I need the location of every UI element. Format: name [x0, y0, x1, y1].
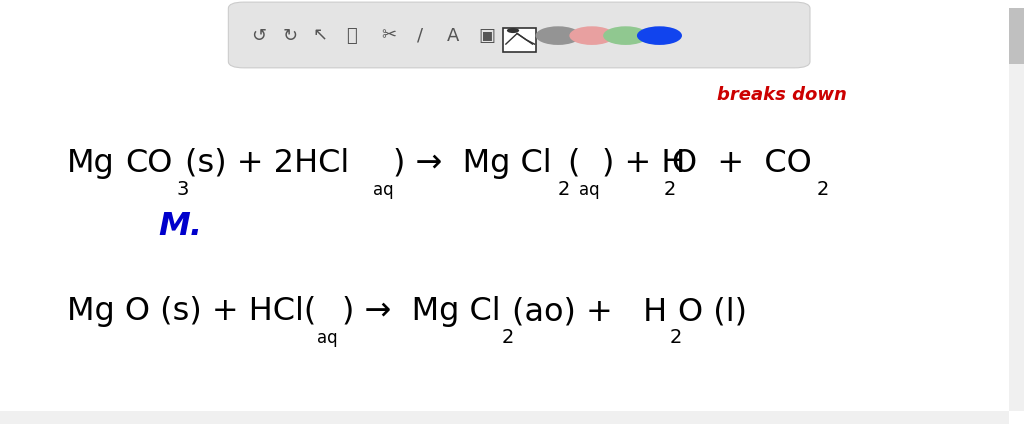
- Text: ) + H: ) + H: [602, 148, 685, 179]
- Text: aq: aq: [579, 181, 599, 199]
- Text: (: (: [567, 148, 580, 179]
- Text: ↺: ↺: [252, 27, 266, 45]
- Text: aq: aq: [373, 181, 393, 199]
- Text: A: A: [446, 27, 459, 45]
- Text: ) →  Mg Cl: ) → Mg Cl: [393, 148, 552, 179]
- Text: 2: 2: [816, 180, 828, 199]
- Text: ↖: ↖: [313, 27, 328, 45]
- Text: ▣: ▣: [478, 27, 495, 45]
- Bar: [1009, 8, 1024, 411]
- Text: O (l): O (l): [678, 296, 746, 327]
- Text: ↻: ↻: [283, 27, 297, 45]
- FancyBboxPatch shape: [228, 2, 810, 68]
- Text: Mg: Mg: [67, 148, 115, 179]
- Text: ⬦: ⬦: [346, 27, 356, 45]
- Bar: [0, 411, 1009, 424]
- Circle shape: [536, 26, 581, 45]
- Text: (ao) +   H: (ao) + H: [512, 296, 667, 327]
- Circle shape: [569, 26, 614, 45]
- Text: 2: 2: [558, 180, 570, 199]
- Text: Mg O (s) + HCl(: Mg O (s) + HCl(: [67, 296, 316, 327]
- Text: O  +  CO: O + CO: [672, 148, 811, 179]
- Text: breaks down: breaks down: [717, 86, 847, 104]
- Circle shape: [507, 28, 519, 33]
- FancyBboxPatch shape: [503, 28, 536, 52]
- Text: 3: 3: [176, 180, 188, 199]
- Text: (s) + 2HCl: (s) + 2HCl: [185, 148, 349, 179]
- Text: /: /: [417, 27, 423, 45]
- Circle shape: [603, 26, 648, 45]
- Text: 2: 2: [664, 180, 676, 199]
- Text: CO: CO: [125, 148, 172, 179]
- Bar: [1009, 8, 1024, 64]
- Text: aq: aq: [317, 329, 338, 347]
- Text: ) →  Mg Cl: ) → Mg Cl: [342, 296, 501, 327]
- Text: 2: 2: [670, 329, 682, 347]
- Text: 2: 2: [502, 329, 514, 347]
- Circle shape: [637, 26, 682, 45]
- Text: ✂: ✂: [382, 27, 396, 45]
- Text: M.: M.: [159, 211, 203, 243]
